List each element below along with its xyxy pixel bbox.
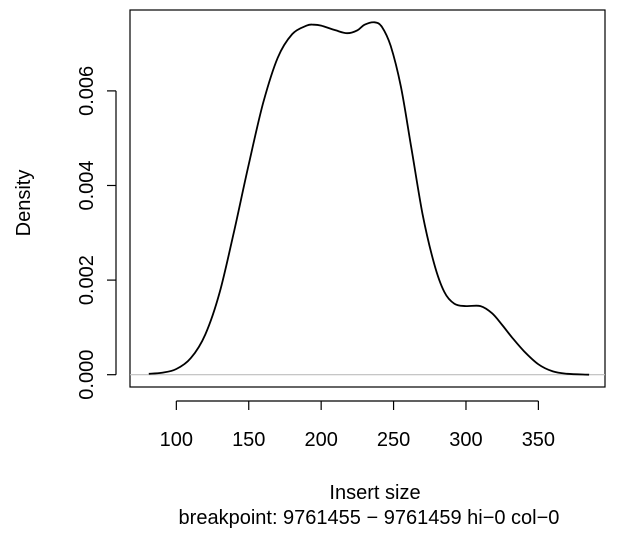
x-axis-label: Insert size: [329, 482, 420, 504]
chart-subtitle: breakpoint: 9761455 − 9761459 hi−0 col−0: [179, 507, 560, 529]
y-tick-label: 0.002: [76, 255, 98, 305]
x-tick-label: 100: [160, 429, 193, 451]
x-tick-label: 250: [377, 429, 410, 451]
y-axis-label: Density: [13, 170, 35, 237]
y-tick-label: 0.004: [76, 160, 98, 210]
x-tick-label: 350: [522, 429, 555, 451]
y-tick-label: 0.000: [76, 350, 98, 400]
y-tick-label: 0.006: [76, 66, 98, 116]
x-tick-label: 200: [304, 429, 337, 451]
density-curve: [148, 21, 590, 376]
y-axis: 0.000 0.002 0.004 0.006: [76, 66, 117, 400]
plot-area-frame: [129, 9, 606, 388]
x-axis: 100 150 200 250 300 350: [160, 400, 555, 451]
x-tick-label: 150: [232, 429, 265, 451]
x-tick-label: 300: [449, 429, 482, 451]
